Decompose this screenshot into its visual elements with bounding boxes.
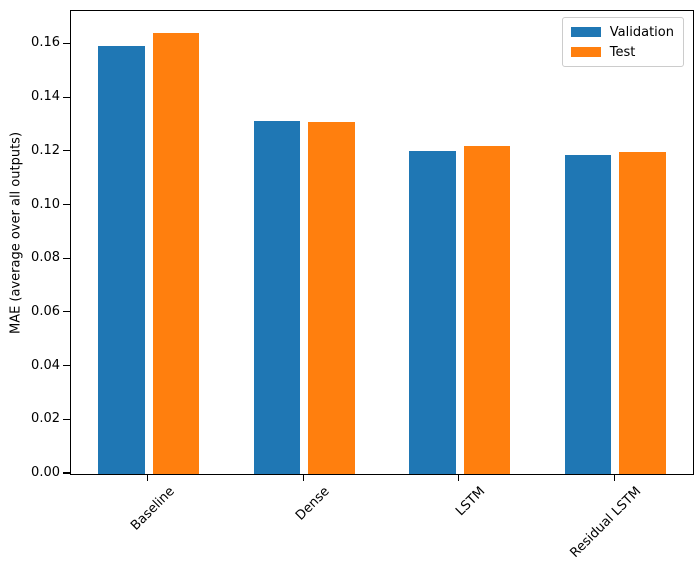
- y-tick-label: 0.16: [31, 35, 60, 51]
- y-tick-mark: [63, 311, 70, 313]
- bar-validation-residual-lstm: [564, 155, 612, 474]
- bar-validation-lstm: [409, 150, 456, 474]
- bar-test-dense: [308, 121, 355, 474]
- legend-item-test: Test: [570, 42, 674, 62]
- legend-label-validation: Validation: [609, 24, 674, 40]
- y-tick-mark: [63, 472, 70, 474]
- legend-swatch-test: [570, 47, 601, 57]
- y-tick-label: 0.12: [31, 142, 60, 158]
- legend-label-test: Test: [609, 44, 636, 60]
- y-tick-label: 0.04: [31, 357, 60, 373]
- x-tick-mark: [302, 474, 304, 481]
- bar-validation-baseline: [98, 45, 145, 474]
- y-tick-mark: [63, 257, 70, 259]
- legend-swatch-validation: [570, 27, 601, 37]
- y-tick-label: 0.10: [31, 196, 60, 212]
- bar-validation-dense: [253, 120, 301, 474]
- y-tick-label: 0.06: [31, 303, 60, 319]
- y-tick-mark: [63, 418, 70, 420]
- y-tick-mark: [63, 365, 70, 367]
- plot-area: [70, 10, 694, 475]
- y-tick-mark: [63, 150, 70, 152]
- y-tick-mark: [63, 203, 70, 206]
- x-tick-label-dense: Dense: [293, 484, 333, 524]
- x-tick-mark: [613, 474, 615, 481]
- y-tick-label: 0.00: [31, 465, 60, 480]
- bar-test-residual-lstm: [619, 151, 666, 474]
- y-tick-label: 0.08: [31, 250, 60, 266]
- legend-item-validation: Validation: [570, 22, 674, 42]
- x-tick-label-lstm: LSTM: [453, 484, 489, 520]
- y-tick-label: 0.14: [31, 89, 60, 105]
- x-tick-mark: [147, 474, 149, 481]
- y-tick-mark: [63, 42, 70, 44]
- bar-test-baseline: [152, 33, 200, 474]
- y-tick-mark: [63, 96, 70, 98]
- y-tick-label: 0.02: [31, 411, 60, 427]
- bar-test-lstm: [463, 146, 511, 474]
- x-tick-label-baseline: Baseline: [127, 484, 178, 534]
- x-tick-label-residual-lstm: Residual LSTM: [566, 484, 644, 561]
- x-tick-mark: [458, 474, 460, 481]
- legend: Validation Test: [561, 17, 684, 67]
